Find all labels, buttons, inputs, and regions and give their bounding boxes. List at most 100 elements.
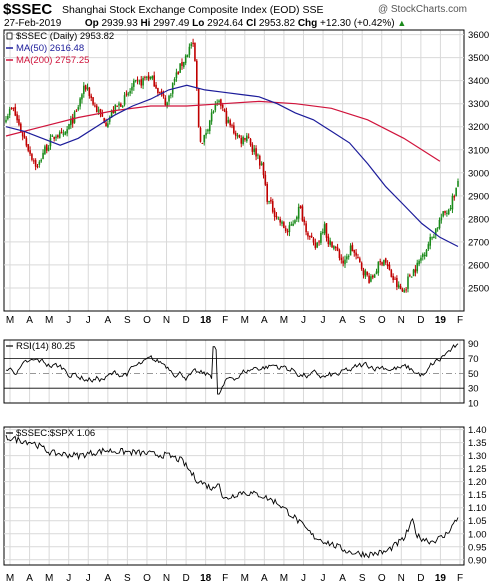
candle-body xyxy=(197,88,200,128)
candle-body xyxy=(73,112,76,123)
candle-body xyxy=(309,236,311,238)
ma50-line xyxy=(5,84,459,248)
price-tick-label: 2700 xyxy=(468,237,489,248)
candle-body xyxy=(107,123,109,127)
candle-body xyxy=(207,129,209,132)
month-label-bottom: J xyxy=(301,573,306,584)
candle-body xyxy=(288,225,291,233)
month-label-top: O xyxy=(143,315,151,326)
rsi-tick-label: 30 xyxy=(468,384,479,395)
candle-body xyxy=(192,42,194,44)
candle-body xyxy=(16,114,18,121)
candle-body xyxy=(121,105,124,108)
candle-body xyxy=(196,60,198,89)
candle-body xyxy=(208,120,211,132)
month-label-bottom: F xyxy=(457,573,463,584)
candle-body xyxy=(347,256,350,258)
price-tick-label: 3200 xyxy=(468,122,489,133)
candle-body xyxy=(44,146,46,155)
candle-body xyxy=(140,79,143,86)
ratio-tick-label: 1.35 xyxy=(468,438,487,449)
candle-body xyxy=(38,161,41,165)
candle-body xyxy=(434,228,437,236)
candle-body xyxy=(394,278,396,280)
candle-body xyxy=(210,112,213,122)
month-label-top: D xyxy=(417,315,424,326)
candle-body xyxy=(153,75,155,87)
ma200-line xyxy=(5,100,441,162)
candle-body xyxy=(396,277,398,288)
candle-body xyxy=(412,269,415,277)
month-label-top: F xyxy=(222,315,228,326)
candle-body xyxy=(436,227,439,229)
candle-body xyxy=(431,237,433,239)
candle-body xyxy=(331,241,333,248)
candle-body xyxy=(160,90,163,95)
candle-body xyxy=(114,104,117,113)
month-label-bottom: J xyxy=(86,573,91,584)
ratio-tick-label: 1.00 xyxy=(468,529,487,540)
candle-body xyxy=(203,134,206,143)
candle-body xyxy=(451,195,454,210)
candle-body xyxy=(223,109,226,112)
candle-body xyxy=(29,150,31,154)
candle-body xyxy=(171,82,174,94)
month-label-top: 19 xyxy=(435,315,447,326)
month-label-bottom: S xyxy=(359,573,366,584)
candle-body xyxy=(234,132,237,136)
month-label-top: A xyxy=(261,315,268,326)
candle-body xyxy=(397,284,400,288)
rsi-panel: 10 30 50 70 90 RSI(14) 80.25 xyxy=(3,339,479,410)
candle-body xyxy=(242,136,244,145)
candle-body xyxy=(407,276,409,289)
candle-body xyxy=(253,148,256,152)
month-label-top: N xyxy=(398,315,405,326)
candle-body xyxy=(381,262,383,265)
month-label-top: N xyxy=(163,315,170,326)
change-label: Chg xyxy=(297,18,318,29)
candle-body xyxy=(181,61,183,66)
candle-body xyxy=(12,107,15,109)
candle-body xyxy=(216,102,218,104)
month-label-top: J xyxy=(321,315,326,326)
candle-body xyxy=(94,105,96,107)
candle-body xyxy=(142,78,144,86)
candle-body xyxy=(305,223,307,233)
candle-body xyxy=(123,95,126,105)
candle-body xyxy=(249,138,252,145)
watermark: @ StockCharts.com xyxy=(377,4,467,15)
candle-body xyxy=(271,201,274,212)
candle-body xyxy=(227,120,230,123)
candle-body xyxy=(81,94,83,100)
index-name-text: Shanghai Stock Exchange Composite Index … xyxy=(62,4,300,16)
candle-body xyxy=(220,99,222,106)
month-label-bottom: M xyxy=(241,573,249,584)
ratio-tick-label: 1.40 xyxy=(468,425,487,436)
month-label-bottom: D xyxy=(417,573,424,584)
candle-body xyxy=(299,205,302,209)
candle-body xyxy=(429,237,432,246)
candle-body xyxy=(275,215,278,218)
month-label-bottom: J xyxy=(66,573,71,584)
legend-price: $SSEC (Daily) 2953.82 xyxy=(16,31,114,42)
candle-body xyxy=(433,236,435,238)
candle-body xyxy=(371,275,374,278)
candle-body xyxy=(25,138,28,146)
price-tick-label: 3600 xyxy=(468,30,489,41)
candle-body xyxy=(108,117,111,122)
candle-body xyxy=(170,94,172,96)
candle-body xyxy=(175,72,178,79)
open-label: Op xyxy=(84,18,99,29)
candle-body xyxy=(99,108,102,115)
legend-ratio: $SSEC:$SPX 1.06 xyxy=(16,428,95,439)
candle-body xyxy=(14,106,17,116)
candle-body xyxy=(325,223,328,238)
month-label-top: M xyxy=(241,315,249,326)
candle-body xyxy=(75,110,78,112)
month-label-bottom: A xyxy=(261,573,268,584)
close-value: 2953.82 xyxy=(258,18,296,29)
ratio-tick-label: 0.95 xyxy=(468,542,487,553)
price-tick-label: 2500 xyxy=(468,283,489,294)
candle-body xyxy=(388,264,391,270)
candle-body xyxy=(231,125,233,127)
